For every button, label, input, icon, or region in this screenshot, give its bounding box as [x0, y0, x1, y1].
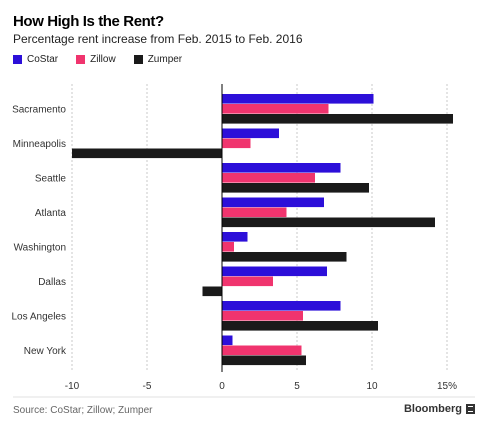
category-label: Minneapolis — [13, 139, 66, 150]
legend-label-costar: CoStar — [27, 53, 59, 65]
bar-zumper-los-angeles — [222, 321, 378, 331]
bar-zillow-sacramento — [222, 104, 329, 114]
category-label: New York — [24, 346, 67, 357]
chart-title: How High Is the Rent? — [13, 13, 164, 30]
x-tick-label: -10 — [65, 381, 80, 392]
legend-item-costar: CoStar — [13, 54, 58, 65]
bar-costar-seattle — [222, 163, 341, 173]
bar-zumper-sacramento — [222, 114, 453, 124]
bar-costar-washington — [222, 232, 248, 242]
legend: CoStar Zillow Zumper — [13, 52, 200, 66]
source-note: Source: CoStar; Zillow; Zumper — [13, 405, 153, 416]
category-label: Seattle — [35, 173, 67, 184]
brand-mark-icon — [466, 404, 475, 414]
legend-label-zillow: Zillow — [90, 53, 116, 65]
brand-logo: Bloomberg — [404, 403, 475, 415]
bar-costar-sacramento — [222, 94, 374, 104]
bar-costar-minneapolis — [222, 128, 279, 139]
bar-zumper-dallas — [202, 286, 222, 297]
x-tick-label: 15% — [437, 381, 457, 392]
bar-zumper-washington — [222, 252, 347, 262]
legend-item-zillow: Zillow — [76, 54, 116, 65]
legend-label-zumper: Zumper — [147, 53, 183, 65]
bar-costar-new-york — [222, 335, 233, 346]
x-tick-label: 10 — [366, 381, 378, 392]
category-label: Dallas — [38, 277, 66, 288]
bar-zillow-los-angeles — [222, 311, 303, 321]
category-label: Sacramento — [12, 104, 66, 115]
bar-costar-dallas — [222, 266, 327, 277]
legend-swatch-zillow — [76, 54, 86, 64]
bar-zillow-dallas — [222, 276, 273, 287]
legend-swatch-costar — [13, 54, 22, 64]
x-tick-label: 0 — [219, 381, 225, 392]
bar-zillow-minneapolis — [222, 138, 251, 149]
legend-swatch-zumper — [133, 54, 143, 64]
chart-subtitle: Percentage rent increase from Feb. 2015 … — [13, 32, 303, 46]
bar-zumper-new-york — [222, 355, 306, 366]
legend-item-zumper: Zumper — [133, 53, 183, 65]
category-label: Atlanta — [35, 208, 67, 219]
bar-zillow-washington — [222, 242, 234, 252]
bar-zumper-atlanta — [222, 217, 435, 228]
brand-name: Bloomberg — [403, 403, 462, 415]
x-tick-label: -5 — [143, 381, 152, 392]
category-label: Los Angeles — [12, 311, 67, 322]
bar-costar-los-angeles — [222, 301, 341, 311]
bar-zillow-seattle — [222, 173, 315, 183]
x-tick-label: 5 — [294, 381, 300, 392]
bar-zumper-seattle — [222, 183, 369, 193]
bar-costar-atlanta — [222, 197, 324, 208]
category-label: Washington — [14, 242, 66, 253]
bar-zillow-new-york — [222, 345, 302, 356]
bar-zumper-minneapolis — [72, 148, 222, 159]
bar-zillow-atlanta — [222, 207, 287, 218]
